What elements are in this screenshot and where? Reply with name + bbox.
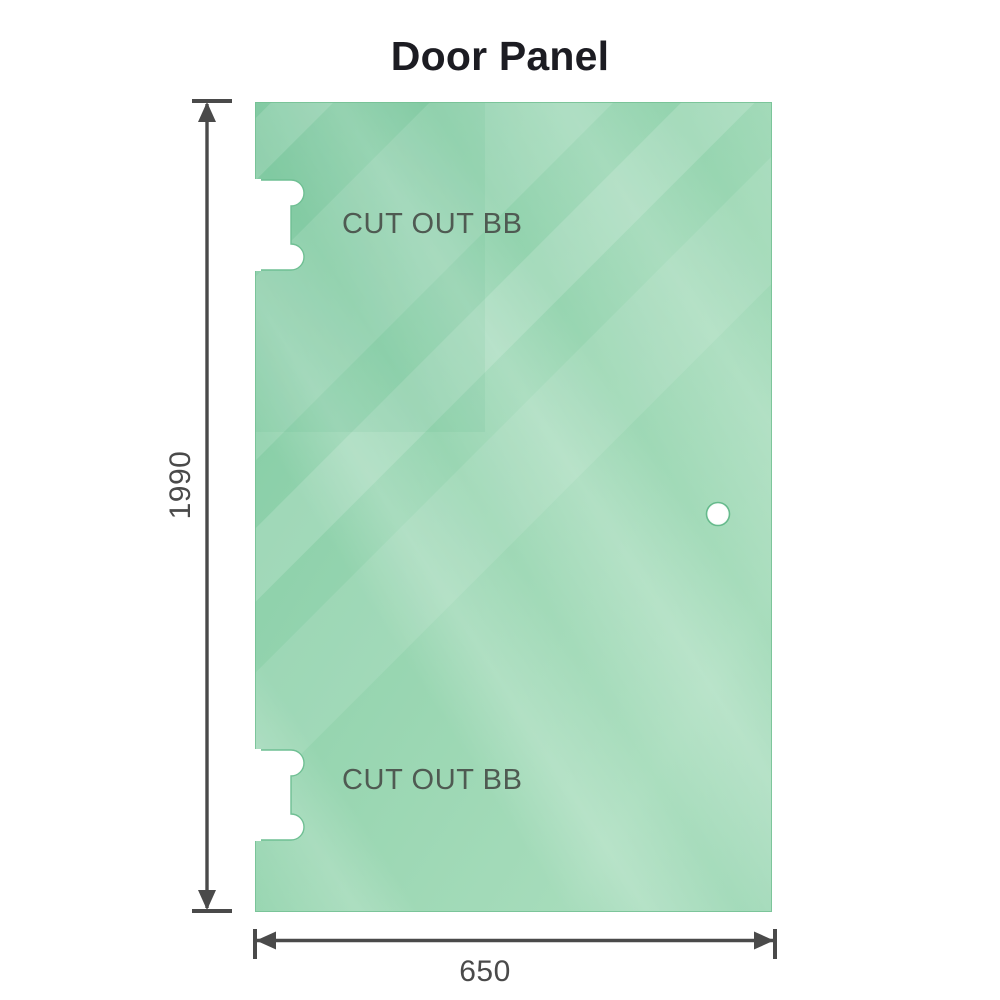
glass-door-panel [255, 102, 772, 912]
page-title: Door Panel [390, 33, 610, 79]
hinge-cutout-bottom [255, 749, 305, 841]
handle-hole [705, 501, 731, 527]
cutout-bottom-label: CUT OUT BB [342, 764, 523, 796]
height-dimension-line [192, 99, 232, 913]
cutout-top-label: CUT OUT BB [342, 208, 523, 240]
glass-panel-graphic [255, 102, 772, 912]
height-dimension-value: 1990 [164, 450, 197, 520]
width-dimension-line [253, 929, 777, 959]
width-dimension-value: 650 [459, 955, 511, 988]
hinge-cutout-top [255, 179, 305, 271]
